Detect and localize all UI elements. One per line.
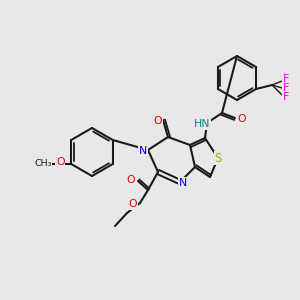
Text: N: N bbox=[179, 178, 187, 188]
Text: CH₃: CH₃ bbox=[34, 158, 52, 167]
Text: O: O bbox=[129, 199, 137, 209]
Text: O: O bbox=[127, 175, 135, 185]
Text: N: N bbox=[139, 146, 147, 156]
Text: F: F bbox=[283, 92, 289, 102]
Text: F: F bbox=[283, 74, 289, 84]
Text: O: O bbox=[238, 114, 246, 124]
Text: O: O bbox=[154, 116, 162, 126]
Text: S: S bbox=[214, 152, 222, 164]
Text: HN: HN bbox=[194, 119, 210, 129]
Text: F: F bbox=[283, 83, 289, 93]
Text: O: O bbox=[56, 157, 64, 167]
